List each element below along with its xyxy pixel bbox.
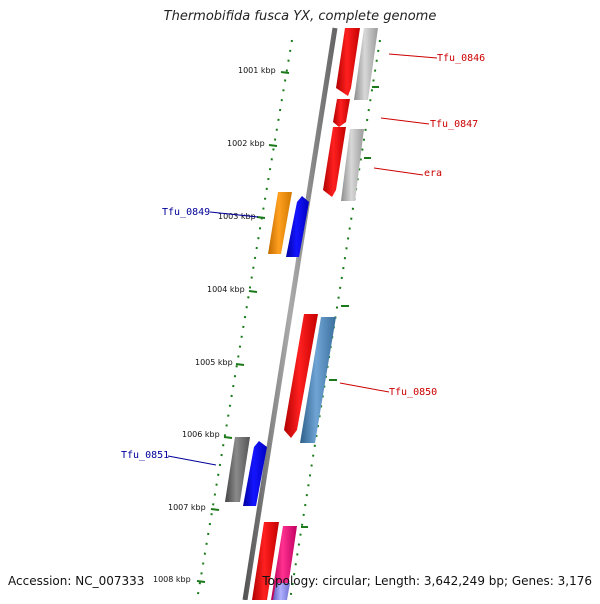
gene-lavender-bottom[interactable] xyxy=(273,583,290,600)
map-title: Thermobifida fusca YX, complete genome xyxy=(163,9,437,24)
gene-pink-bottom[interactable] xyxy=(271,526,297,600)
genome-backbone xyxy=(242,27,338,601)
tick-label-1003: 1003 kbp xyxy=(218,212,256,221)
gene-tfu0850[interactable] xyxy=(300,317,336,443)
gene-label-tfu0850[interactable]: Tfu_0850 xyxy=(389,387,437,398)
gene-orange-0849[interactable] xyxy=(268,192,292,254)
leader-tfu0850 xyxy=(339,382,390,393)
left-tick-track xyxy=(196,39,293,601)
gene-era[interactable] xyxy=(323,127,346,197)
gene-red-bottom[interactable] xyxy=(252,522,279,600)
tick-label-1005: 1005 kbp xyxy=(195,358,233,367)
gene-tfu0846[interactable] xyxy=(336,28,360,96)
leader-tfu0847 xyxy=(380,117,430,125)
gene-label-tfu0851[interactable]: Tfu_0851 xyxy=(121,450,169,461)
leader-tfu0846 xyxy=(388,53,438,59)
tick-label-1007: 1007 kbp xyxy=(168,503,206,512)
gene-gray-top[interactable] xyxy=(354,28,378,100)
tick-label-1001: 1001 kbp xyxy=(238,66,276,75)
topology-text: Topology: circular; Length: 3,642,249 bp… xyxy=(262,574,592,588)
leader-era xyxy=(373,167,424,176)
gene-label-era[interactable]: era xyxy=(424,168,442,179)
gene-label-tfu0847[interactable]: Tfu_0847 xyxy=(430,119,478,130)
gene-tfu0851[interactable] xyxy=(243,441,267,506)
tick-label-1008: 1008 kbp xyxy=(153,575,191,584)
gene-gray-era[interactable] xyxy=(341,129,364,201)
gene-label-tfu0846[interactable]: Tfu_0846 xyxy=(437,53,485,64)
accession-text: Accession: NC_007333 xyxy=(8,574,145,588)
tick-marks xyxy=(196,71,379,583)
gene-label-tfu0849[interactable]: Tfu_0849 xyxy=(162,207,210,218)
tick-label-1006: 1006 kbp xyxy=(182,430,220,439)
gene-red-0850[interactable] xyxy=(284,314,318,438)
leader-tfu0851 xyxy=(167,455,217,466)
tick-label-1002: 1002 kbp xyxy=(227,139,265,148)
leader-tfu0849 xyxy=(209,211,259,218)
tick-label-1004: 1004 kbp xyxy=(207,285,245,294)
gene-tfu0847[interactable] xyxy=(333,99,350,127)
gene-tfu0849[interactable] xyxy=(286,196,309,257)
gene-darkgray-0851[interactable] xyxy=(225,437,250,502)
